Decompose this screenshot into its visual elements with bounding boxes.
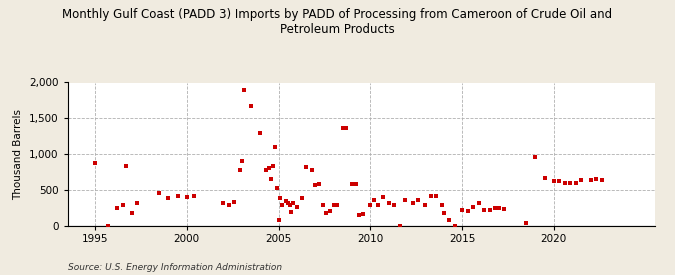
Point xyxy=(90,160,101,165)
Point xyxy=(479,208,489,212)
Point xyxy=(117,203,128,208)
Point xyxy=(444,218,455,222)
Point xyxy=(450,223,460,228)
Point xyxy=(235,167,246,172)
Point xyxy=(499,207,510,211)
Point xyxy=(269,145,280,149)
Point xyxy=(431,194,441,198)
Point xyxy=(437,203,448,207)
Point xyxy=(300,165,311,169)
Point xyxy=(297,196,308,200)
Point xyxy=(261,167,271,172)
Point xyxy=(539,176,550,180)
Point xyxy=(154,191,165,196)
Point xyxy=(111,205,122,210)
Point xyxy=(328,203,339,208)
Point xyxy=(288,201,298,205)
Point xyxy=(246,104,256,108)
Point xyxy=(468,205,479,209)
Point xyxy=(281,199,292,204)
Point xyxy=(317,203,328,207)
Point xyxy=(267,164,278,168)
Point xyxy=(493,205,504,210)
Point xyxy=(229,200,240,204)
Point xyxy=(264,166,275,170)
Point xyxy=(325,209,335,213)
Point xyxy=(284,203,295,208)
Point xyxy=(286,210,297,214)
Point xyxy=(271,186,282,191)
Point xyxy=(218,201,229,205)
Point xyxy=(292,205,302,209)
Point xyxy=(560,181,570,186)
Point xyxy=(182,195,192,199)
Point xyxy=(103,223,113,228)
Point xyxy=(321,211,331,215)
Point xyxy=(313,182,324,186)
Point xyxy=(338,125,348,130)
Text: Monthly Gulf Coast (PADD 3) Imports by PADD of Processing from Cameroon of Crude: Monthly Gulf Coast (PADD 3) Imports by P… xyxy=(62,8,613,36)
Point xyxy=(282,201,293,205)
Point xyxy=(596,178,607,182)
Point xyxy=(591,177,601,181)
Point xyxy=(223,203,234,208)
Point xyxy=(548,179,559,183)
Point xyxy=(383,201,394,205)
Point xyxy=(565,180,576,185)
Point xyxy=(132,201,142,205)
Point xyxy=(254,131,265,136)
Point xyxy=(570,181,581,186)
Point xyxy=(585,178,596,183)
Point xyxy=(425,194,436,198)
Text: Source: U.S. Energy Information Administration: Source: U.S. Energy Information Administ… xyxy=(68,263,281,272)
Point xyxy=(462,209,473,213)
Point xyxy=(341,126,352,130)
Point xyxy=(394,223,405,228)
Point xyxy=(277,203,288,208)
Point xyxy=(354,213,364,218)
Point xyxy=(484,208,495,212)
Point xyxy=(126,211,137,215)
Point xyxy=(412,198,423,203)
Point xyxy=(438,210,449,215)
Point xyxy=(473,201,484,205)
Point xyxy=(554,179,565,183)
Point xyxy=(369,197,379,202)
Point xyxy=(350,182,361,186)
Point xyxy=(576,178,587,183)
Point xyxy=(346,182,357,186)
Point xyxy=(372,203,383,207)
Point xyxy=(238,87,249,92)
Point xyxy=(172,194,183,198)
Point xyxy=(407,201,418,205)
Point xyxy=(420,203,431,207)
Point xyxy=(378,195,389,199)
Point xyxy=(457,208,468,212)
Point xyxy=(489,205,500,210)
Point xyxy=(273,218,284,222)
Point xyxy=(358,212,369,216)
Point xyxy=(530,155,541,159)
Point xyxy=(400,197,410,202)
Y-axis label: Thousand Barrels: Thousand Barrels xyxy=(14,109,24,199)
Point xyxy=(306,167,317,172)
Point xyxy=(521,221,532,226)
Point xyxy=(310,183,321,188)
Point xyxy=(121,164,132,168)
Point xyxy=(163,196,174,200)
Point xyxy=(236,159,247,163)
Point xyxy=(266,177,277,181)
Point xyxy=(189,194,200,198)
Point xyxy=(389,203,400,208)
Point xyxy=(365,203,376,207)
Point xyxy=(275,196,286,200)
Point xyxy=(332,203,343,207)
